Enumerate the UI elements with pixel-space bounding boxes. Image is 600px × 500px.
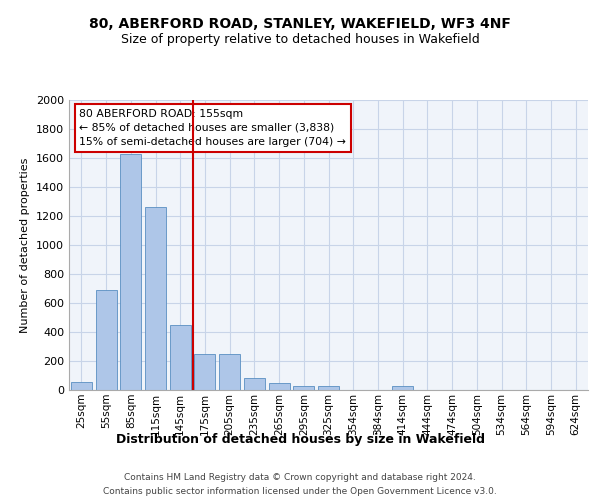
Bar (269, 384, 290, 390)
Bar (244, 378, 265, 390)
Bar (95, 290, 116, 390)
Bar (392, 386, 413, 390)
Bar (170, 325, 191, 390)
Text: 80, ABERFORD ROAD, STANLEY, WAKEFIELD, WF3 4NF: 80, ABERFORD ROAD, STANLEY, WAKEFIELD, W… (89, 18, 511, 32)
Text: Distribution of detached houses by size in Wakefield: Distribution of detached houses by size … (115, 432, 485, 446)
Bar (145, 206, 166, 390)
Text: Contains HM Land Registry data © Crown copyright and database right 2024.: Contains HM Land Registry data © Crown c… (124, 472, 476, 482)
Bar (120, 154, 141, 390)
Text: Contains public sector information licensed under the Open Government Licence v3: Contains public sector information licen… (103, 488, 497, 496)
Bar (293, 386, 314, 390)
Bar (194, 354, 215, 390)
Y-axis label: Number of detached properties: Number of detached properties (20, 158, 31, 332)
Bar (318, 386, 339, 390)
Bar (219, 354, 240, 390)
Bar (71, 382, 92, 390)
Text: 80 ABERFORD ROAD: 155sqm
← 85% of detached houses are smaller (3,838)
15% of sem: 80 ABERFORD ROAD: 155sqm ← 85% of detach… (79, 108, 346, 146)
Text: Size of property relative to detached houses in Wakefield: Size of property relative to detached ho… (121, 32, 479, 46)
